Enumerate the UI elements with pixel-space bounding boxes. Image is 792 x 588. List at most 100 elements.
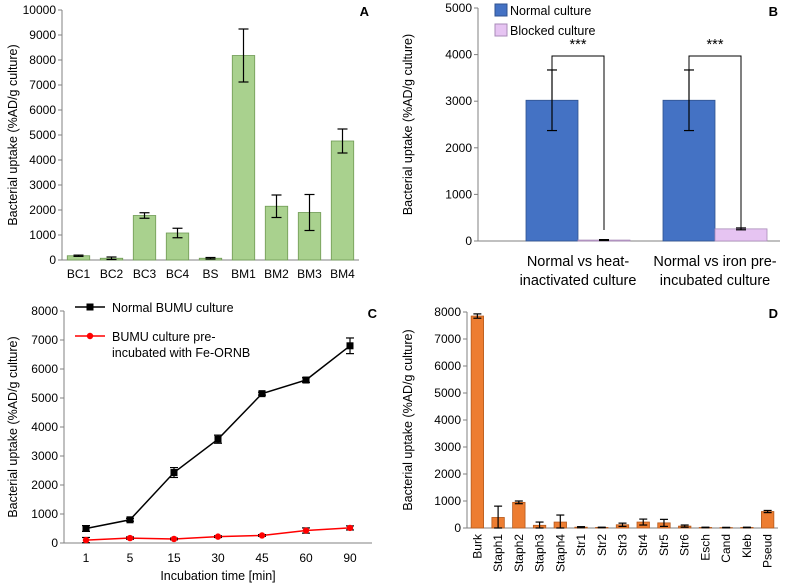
error-bar bbox=[514, 500, 523, 505]
x-tick-label: Str5 bbox=[657, 534, 671, 556]
x-tick-label: Staph2 bbox=[512, 534, 526, 572]
y-tick-label: 3000 bbox=[434, 440, 461, 454]
y-tick-label: 4000 bbox=[434, 413, 461, 427]
y-axis-title: Bacterial uptake (%AD/g culture) bbox=[401, 329, 415, 510]
x-tick-label: BM2 bbox=[264, 267, 289, 281]
panel-a-bar-chart: 0 1000 2000 3000 4000 5000 6000 7000 8000 9000 100… bbox=[6, 3, 370, 281]
legend-marker bbox=[86, 303, 94, 311]
data-point bbox=[346, 342, 354, 350]
y-tick-label: 0 bbox=[51, 536, 58, 550]
error-bar bbox=[205, 256, 216, 260]
y-tick-label: 8000 bbox=[434, 305, 461, 319]
x-tick-label: Cand bbox=[719, 534, 733, 563]
x-tick-label: BM3 bbox=[297, 267, 322, 281]
error-bar bbox=[639, 518, 648, 526]
bar bbox=[470, 315, 484, 529]
y-tick-label: 0 bbox=[49, 253, 56, 267]
x-tick-label: BM1 bbox=[231, 267, 256, 281]
y-tick-label: 7000 bbox=[434, 332, 461, 346]
error-bar bbox=[599, 239, 609, 242]
error-bar bbox=[742, 526, 751, 529]
error-bar bbox=[577, 526, 586, 529]
x-tick-label: Staph1 bbox=[491, 534, 505, 572]
x-tick-label: BM4 bbox=[330, 267, 355, 281]
error-bar bbox=[238, 28, 249, 83]
error-bar bbox=[535, 521, 544, 529]
legend-marker bbox=[86, 332, 94, 340]
error-bar bbox=[659, 518, 668, 527]
x-tick-label: Str3 bbox=[616, 534, 630, 556]
data-point bbox=[82, 525, 90, 532]
bar bbox=[330, 140, 355, 261]
error-bar bbox=[337, 128, 348, 154]
data-point bbox=[258, 390, 266, 398]
data-point bbox=[302, 527, 310, 534]
significance-bracket bbox=[551, 55, 605, 230]
significance-bracket bbox=[688, 55, 742, 230]
group-label: incubated culture bbox=[660, 273, 770, 289]
y-tick-label: 1000 bbox=[29, 228, 56, 242]
y-tick-label: 2000 bbox=[29, 203, 56, 217]
y-tick-label: 5000 bbox=[29, 128, 56, 142]
error-bar bbox=[271, 194, 282, 219]
bar bbox=[231, 55, 256, 261]
data-point bbox=[214, 533, 222, 540]
x-axis-title: Incubation time [min] bbox=[160, 569, 275, 583]
x-tick-label: 90 bbox=[343, 551, 357, 565]
x-tick-label: BC1 bbox=[67, 267, 91, 281]
error-bar bbox=[139, 212, 150, 219]
legend-label: incubated with Fe-ORNB bbox=[112, 346, 250, 360]
x-tick-label: Burk bbox=[470, 533, 484, 559]
x-tick-label: 15 bbox=[167, 551, 181, 565]
legend-label: BUMU culture pre- bbox=[112, 330, 216, 344]
y-tick-label: 0 bbox=[465, 234, 472, 248]
group-label: Normal vs iron pre- bbox=[653, 254, 776, 270]
data-point bbox=[126, 516, 134, 524]
y-tick-label: 5000 bbox=[445, 1, 472, 15]
x-tick-label: Staph3 bbox=[533, 534, 547, 572]
y-tick-label: 2000 bbox=[434, 467, 461, 481]
legend-label: Normal BUMU culture bbox=[112, 301, 234, 315]
bar bbox=[132, 215, 157, 261]
error-bar bbox=[106, 256, 117, 261]
data-point bbox=[302, 376, 310, 384]
error-bar bbox=[701, 526, 710, 529]
data-point bbox=[170, 469, 178, 477]
panel-label: A bbox=[360, 4, 370, 19]
data-point bbox=[82, 536, 90, 544]
y-tick-label: 4000 bbox=[31, 420, 58, 434]
error-bar bbox=[556, 514, 565, 529]
y-tick-label: 7000 bbox=[31, 333, 58, 347]
error-bar bbox=[473, 313, 482, 319]
y-tick-label: 3000 bbox=[445, 94, 472, 108]
y-tick-label: 7000 bbox=[29, 78, 56, 92]
x-tick-label: 1 bbox=[83, 551, 90, 565]
error-bar bbox=[172, 227, 183, 239]
y-tick-label: 4000 bbox=[29, 153, 56, 167]
x-tick-label: BS bbox=[202, 267, 218, 281]
significance-marker: *** bbox=[570, 37, 587, 53]
x-tick-label: Pseud bbox=[761, 534, 775, 568]
y-tick-label: 2000 bbox=[31, 478, 58, 492]
y-tick-label: 9000 bbox=[29, 28, 56, 42]
x-tick-label: 45 bbox=[255, 551, 269, 565]
legend-swatch bbox=[494, 23, 508, 37]
x-tick-label: 60 bbox=[299, 551, 313, 565]
x-tick-label: Kleb bbox=[740, 534, 754, 558]
panel-label: B bbox=[769, 4, 778, 19]
y-tick-label: 6000 bbox=[434, 359, 461, 373]
y-tick-label: 8000 bbox=[29, 53, 56, 67]
significance-marker: *** bbox=[707, 37, 724, 53]
data-point bbox=[214, 435, 222, 443]
panel-d-bar-chart: 0 1000 2000 3000 4000 5000 6000 7000 8000 Bacteri… bbox=[401, 305, 778, 572]
x-tick-label: Str1 bbox=[574, 534, 588, 556]
y-tick-label: 6000 bbox=[29, 103, 56, 117]
panel-label: D bbox=[769, 306, 778, 321]
data-point bbox=[126, 534, 134, 542]
x-tick-label: Str2 bbox=[595, 534, 609, 556]
y-tick-label: 10000 bbox=[23, 3, 57, 17]
error-bar bbox=[722, 526, 731, 529]
x-tick-label: BC3 bbox=[133, 267, 157, 281]
x-tick-label: Str4 bbox=[636, 534, 650, 556]
